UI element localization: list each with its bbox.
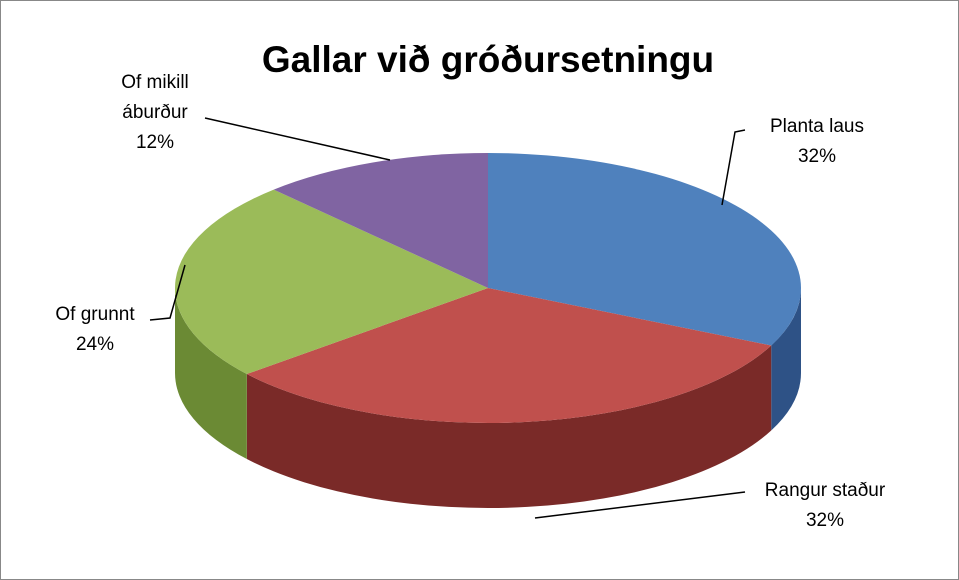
leader-line (721, 129, 746, 206)
pie (174, 153, 801, 508)
label-value: 24% (75, 334, 115, 355)
slice (174, 189, 488, 375)
data-label: Rangur staður 32% (745, 476, 905, 536)
label-value: 12% (135, 132, 175, 153)
leader-line (149, 264, 186, 321)
label-value: 32% (797, 146, 837, 167)
leader-line (204, 117, 391, 161)
label-value: 32% (805, 510, 845, 531)
label-name: Rangur staður (764, 480, 886, 501)
slice (273, 153, 488, 288)
leader-lines (149, 117, 746, 519)
data-label: Of mikill áburður 12% (95, 68, 215, 158)
slice-side (246, 345, 772, 508)
label-name: Of grunnt (55, 304, 135, 325)
slice-side (771, 288, 801, 431)
slice-side (175, 288, 247, 460)
slice (246, 288, 772, 424)
label-name: Of mikill áburður (121, 72, 189, 123)
chart-title: Gallar við gróðursetningu (262, 39, 714, 80)
data-label: Of grunnt 24% (20, 300, 170, 360)
data-label: Planta laus 32% (742, 112, 892, 172)
label-name: Planta laus (769, 116, 864, 137)
leader-line (534, 491, 746, 519)
